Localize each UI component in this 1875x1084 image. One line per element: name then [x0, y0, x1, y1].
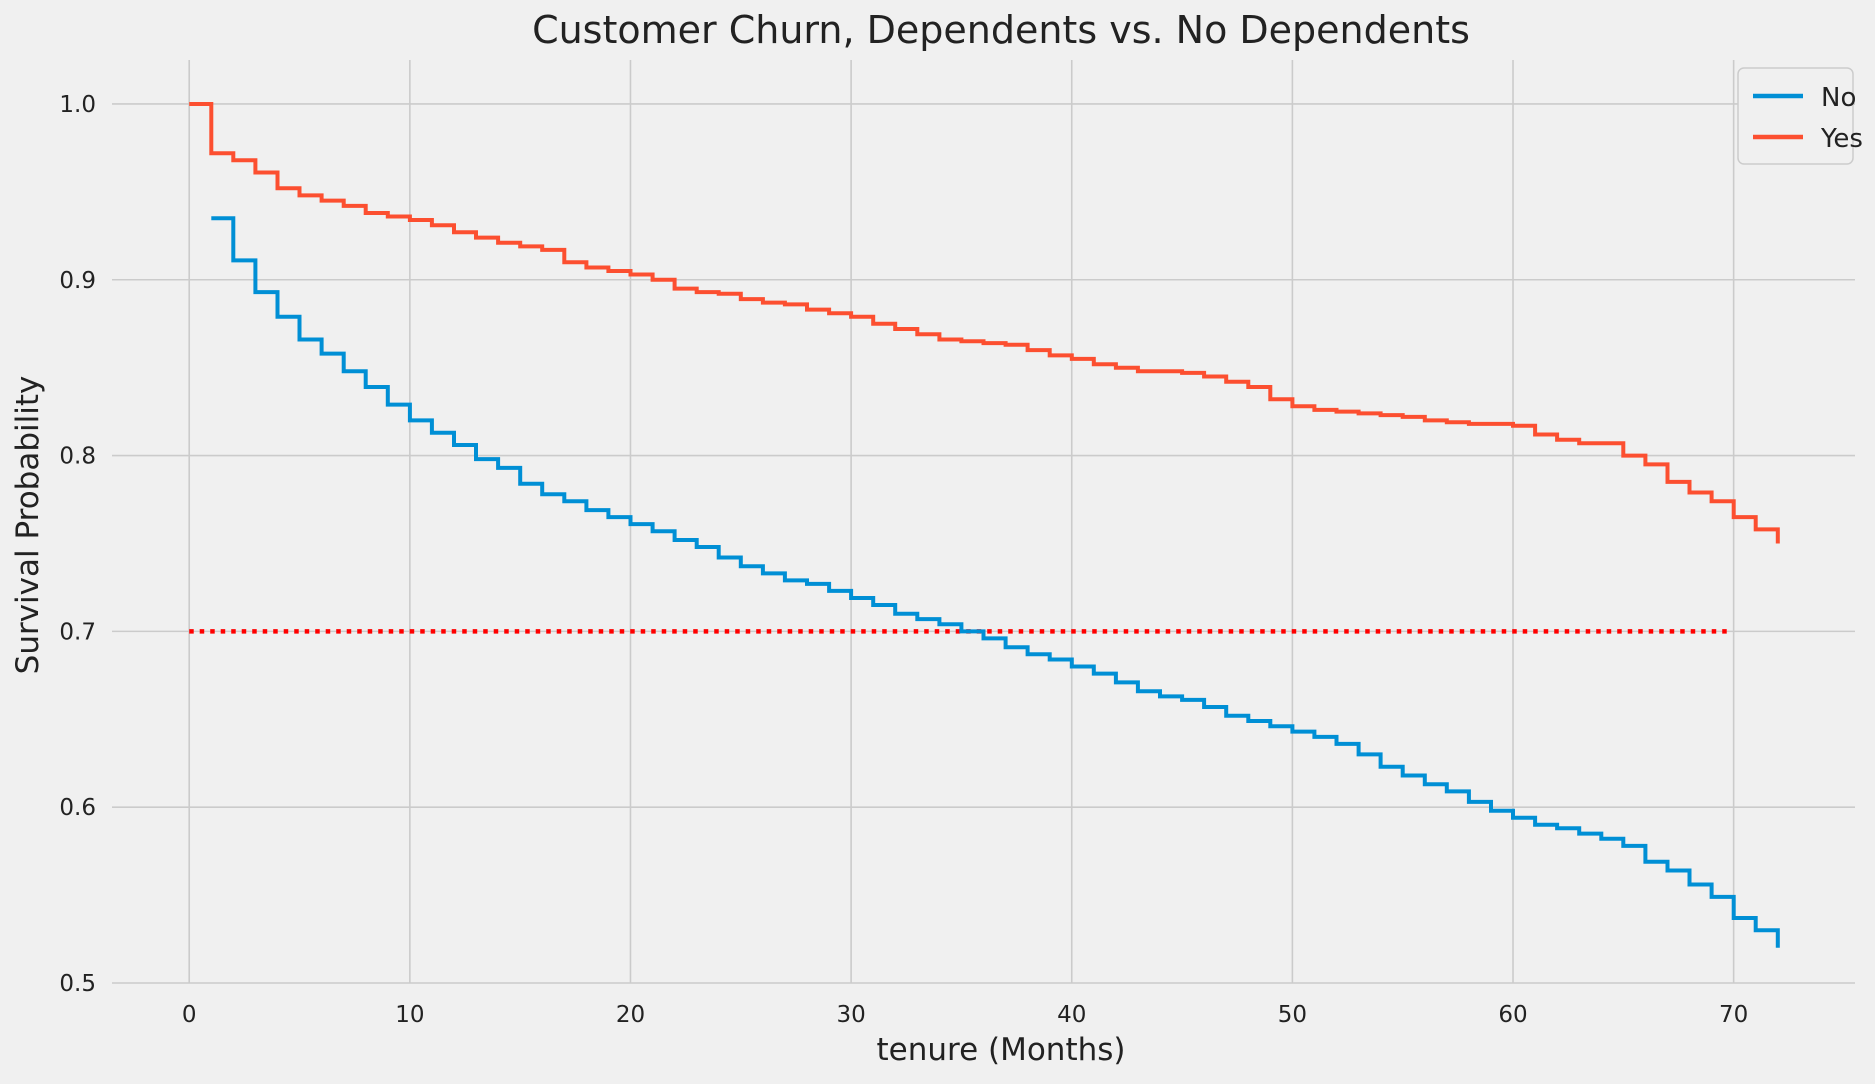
x-tick-label-30: 30	[836, 1002, 865, 1028]
x-tick-label-40: 40	[1057, 1002, 1086, 1028]
x-tick-label-10: 10	[395, 1002, 424, 1028]
x-tick-label-60: 60	[1498, 1002, 1527, 1028]
x-tick-labels: 0 10 20 30 40 50 60 70	[182, 1002, 1748, 1028]
legend: No Yes	[1737, 67, 1863, 165]
legend-box	[1737, 67, 1854, 165]
y-tick-label-0.5: 0.5	[59, 971, 96, 997]
y-tick-label-0.9: 0.9	[59, 268, 96, 294]
x-tick-label-20: 20	[616, 1002, 645, 1028]
y-tick-label-0.8: 0.8	[59, 444, 96, 470]
y-tick-labels: 0.5 0.6 0.7 0.8 0.9 1.0	[59, 92, 96, 997]
y-axis-label: Survival Probability	[10, 376, 46, 675]
series-lines	[189, 102, 1780, 948]
x-axis-label: tenure (Months)	[876, 1032, 1125, 1068]
legend-label-yes: Yes	[1820, 124, 1863, 154]
y-tick-label-1.0: 1.0	[59, 92, 96, 118]
chart-title: Customer Churn, Dependents vs. No Depend…	[532, 8, 1470, 52]
legend-label-no: No	[1821, 83, 1856, 113]
series-line-yes	[189, 102, 1780, 544]
x-tick-label-0: 0	[182, 1002, 197, 1028]
x-tick-label-50: 50	[1278, 1002, 1307, 1028]
x-tick-label-70: 70	[1719, 1002, 1748, 1028]
y-tick-label-0.7: 0.7	[59, 619, 96, 645]
y-tick-label-0.6: 0.6	[59, 795, 96, 821]
series-line-no	[211, 216, 1780, 948]
